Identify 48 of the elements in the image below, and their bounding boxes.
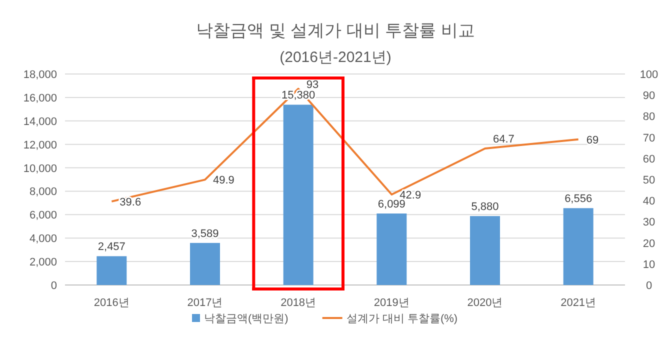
data-label: 42.9 [400,189,422,202]
y2-tick-label: 50 [642,174,656,186]
data-label: 6,099 [378,198,406,211]
bar [283,104,314,285]
y-tick-label: 14,000 [23,116,57,128]
chart-title: 낙찰금액 및 설계가 대비 투찰률 비교 [196,21,475,40]
legend-label: 낙찰금액(백만원) [204,313,288,325]
x-tick-label: 2019년 [374,297,410,309]
x-tick-label: 2020년 [467,297,503,309]
x-tick-label: 2021년 [560,297,596,309]
data-label: 69 [586,134,599,146]
data-label: 49.9 [213,174,234,187]
y2-tick-label: 100 [640,69,658,81]
bar [470,216,500,285]
data-label: 5,880 [471,201,499,214]
data-label: 39.6 [120,196,142,208]
data-label: 64.7 [493,133,514,146]
y2-tick-label: 70 [642,132,656,144]
y2-tick-label: 0 [646,280,652,292]
bar [96,256,127,285]
y-tick-label: 4,000 [29,233,57,246]
bar [190,242,220,285]
y2-tick-label: 90 [642,90,656,102]
y2-tick-label: 60 [642,153,656,166]
x-tick-label: 2017년 [187,297,223,309]
y2-tick-label: 20 [642,238,656,250]
y2-tick-label: 30 [642,216,656,229]
data-label: 93 [306,78,319,91]
chart-subtitle: (2016년-2021년) [280,49,392,66]
x-tick-label: 2018년 [280,297,316,309]
y-tick-label: 0 [50,280,57,292]
data-label: 6,556 [564,193,592,206]
y-tick-label: 10,000 [23,162,57,175]
data-label: 2,457 [98,241,126,254]
y2-tick-label: 10 [642,258,656,271]
y-tick-label: 6,000 [29,210,57,222]
y-tick-label: 18,000 [23,69,57,81]
legend-label: 설계가 대비 투찰률(%) [346,313,458,325]
bar [376,214,407,285]
y2-tick-label: 40 [642,196,656,208]
y2-tick-label: 80 [642,111,656,124]
bar [563,208,594,285]
y-tick-label: 12,000 [23,139,57,152]
y-tick-label: 2,000 [29,256,57,269]
y-tick-label: 16,000 [23,92,57,104]
data-label: 3,589 [191,228,219,240]
x-tick-label: 2016년 [94,297,130,309]
y-tick-label: 8,000 [29,186,57,198]
